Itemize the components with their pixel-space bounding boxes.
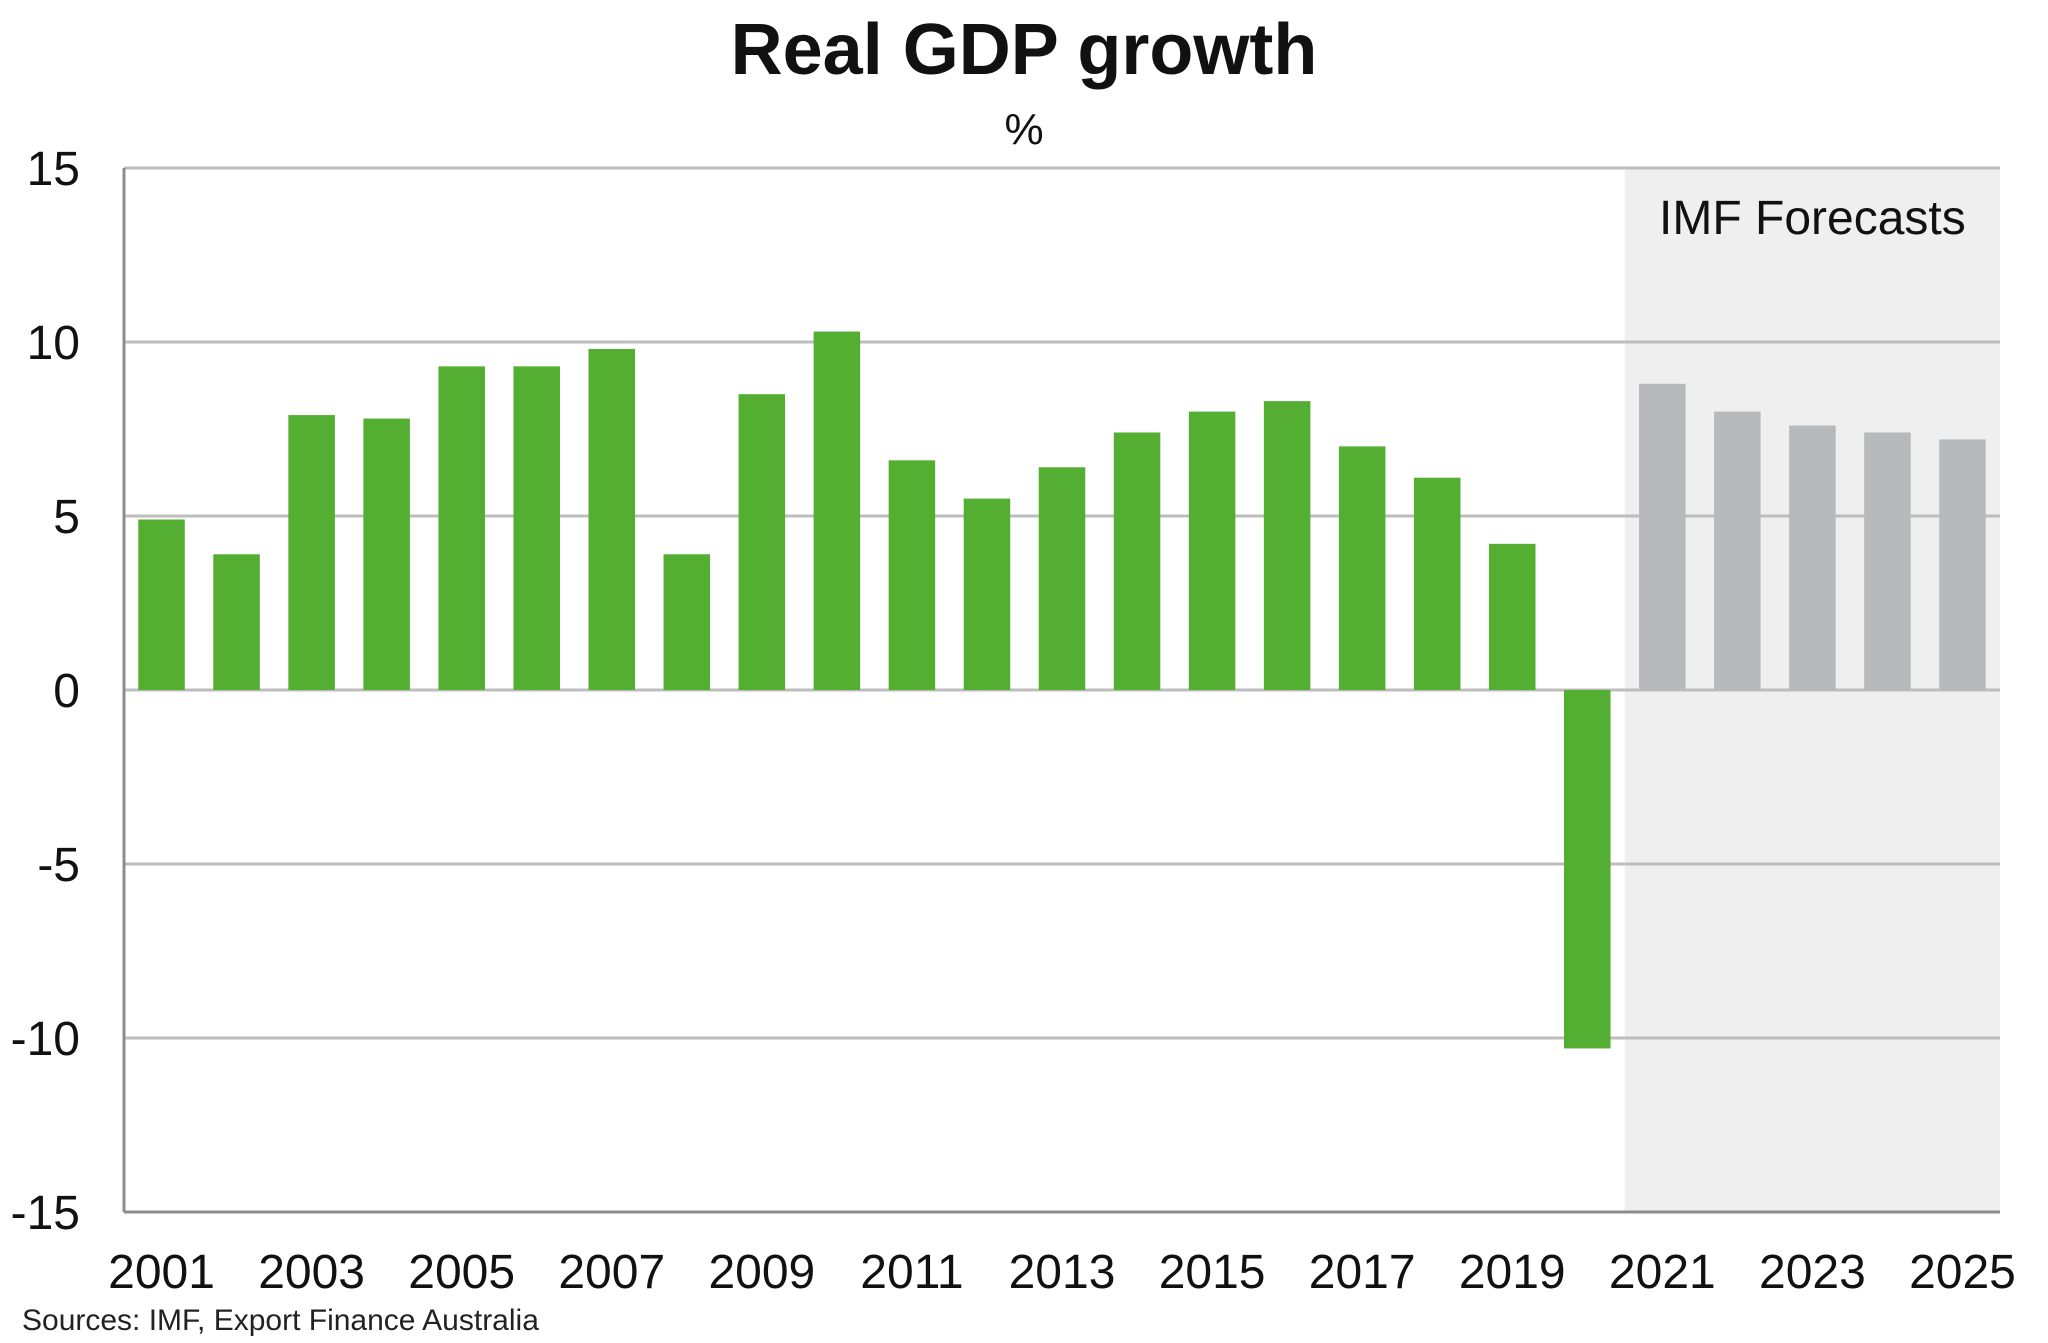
actual-bar: [1338, 446, 1386, 690]
actual-bar: [213, 554, 260, 690]
actual-bar: [438, 366, 485, 690]
actual-bar: [813, 331, 861, 690]
forecast-band-label: IMF Forecasts: [1659, 192, 1966, 245]
x-tick-label: 2007: [558, 1246, 665, 1299]
x-tick-label: 2021: [1609, 1246, 1716, 1299]
actual-bar: [138, 519, 185, 690]
actual-bar: [888, 460, 936, 690]
x-tick-label: 2005: [408, 1246, 515, 1299]
chart-subtitle: %: [1004, 105, 1044, 154]
actual-bar: [663, 554, 711, 690]
x-tick-label: 2023: [1759, 1246, 1866, 1299]
actual-bar: [588, 348, 636, 690]
y-tick-label: 15: [27, 143, 80, 196]
actual-bar: [1413, 477, 1461, 690]
y-tick-label: -5: [37, 839, 80, 892]
x-tick-label: 2013: [1009, 1246, 1116, 1299]
actual-bar: [738, 394, 786, 690]
y-tick-label: 10: [27, 317, 80, 370]
y-tick-label: 5: [53, 491, 80, 544]
source-note: Sources: IMF, Export Finance Australia: [22, 1304, 539, 1337]
y-tick-label: -15: [11, 1187, 80, 1240]
x-tick-label: 2017: [1309, 1246, 1416, 1299]
forecast-bar: [1939, 439, 1986, 690]
x-tick-label: 2001: [108, 1246, 215, 1299]
y-tick-label: 0: [53, 665, 80, 718]
forecast-bar: [1864, 432, 1911, 690]
forecast-bar: [1714, 411, 1761, 690]
actual-bar: [363, 418, 410, 690]
actual-bar: [1113, 432, 1161, 690]
x-tick-label: 2019: [1459, 1246, 1566, 1299]
x-tick-label: 2015: [1159, 1246, 1266, 1299]
chart-title: Real GDP growth: [730, 10, 1318, 90]
actual-bar: [1263, 401, 1311, 690]
actual-bar: [1564, 690, 1611, 1049]
x-tick-label: 2011: [860, 1246, 963, 1299]
x-tick-label: 2025: [1909, 1246, 2016, 1299]
forecast-bar: [1789, 425, 1836, 690]
y-tick-label: -10: [11, 1013, 80, 1066]
actual-bar: [1188, 411, 1236, 690]
actual-bar: [1038, 467, 1086, 690]
forecast-bar: [1639, 383, 1686, 690]
actual-bar: [513, 366, 560, 690]
x-tick-label: 2003: [258, 1246, 365, 1299]
actual-bar: [1488, 543, 1536, 690]
actual-bar: [963, 498, 1011, 690]
actual-bar: [288, 415, 335, 690]
x-tick-label: 2009: [708, 1246, 815, 1299]
